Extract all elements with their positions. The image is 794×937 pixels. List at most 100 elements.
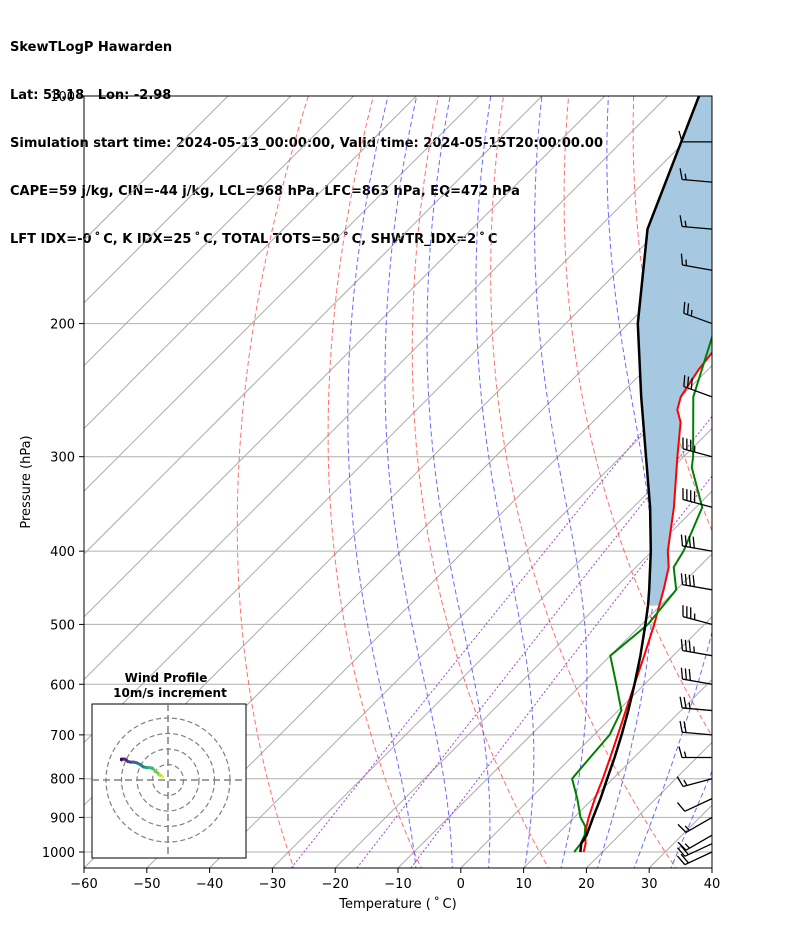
wind-barb-staff	[682, 225, 713, 230]
wind-barb-half-feather	[683, 751, 687, 758]
isotherm-line	[84, 96, 606, 618]
wind-barb	[678, 130, 712, 143]
title-cape-indices: CAPE=59 j/kg, CIN=-44 j/kg, LCL=968 hPa,…	[10, 184, 520, 199]
wind-barb-feather	[677, 841, 687, 851]
wind-barb-feather	[686, 303, 690, 315]
axes-layer: −60 −50 −40 −30 −20 −10 0 10 20 30 40 100 200 300 400 5…	[42, 90, 720, 892]
isotherm-line	[522, 678, 712, 868]
moist-adiabat	[670, 769, 712, 868]
wind-barb	[683, 301, 713, 325]
wind-barb-staff	[682, 678, 713, 685]
wind-barb	[680, 253, 713, 271]
y-axis-label: Pressure (hPa)	[19, 435, 34, 528]
wind-barb	[680, 534, 713, 552]
y-tick-label: 600	[50, 678, 75, 693]
hodograph-frame	[91, 703, 247, 859]
wind-barb	[676, 851, 713, 866]
wind-barb-feather	[683, 375, 686, 387]
wind-barb	[677, 834, 713, 851]
y-tick-label: 300	[50, 451, 75, 466]
wind-barb-feather	[680, 573, 684, 585]
isotherm-line	[460, 616, 712, 868]
wind-barb-feather	[678, 130, 683, 143]
wind-barb-feather	[676, 847, 686, 857]
wind-barb-feather	[690, 377, 693, 390]
wind-barb	[676, 843, 713, 857]
temperature-line	[582, 351, 712, 853]
wind-barb	[683, 375, 713, 398]
wind-barb	[678, 746, 712, 759]
wind-barb	[680, 573, 713, 591]
x-tick-label: 40	[704, 877, 721, 892]
wind-barb-feather	[676, 802, 686, 812]
wind-barb-feather	[676, 855, 686, 866]
wind-barb-feather	[677, 823, 687, 833]
wind-barb-feather	[680, 253, 684, 266]
wind-barb-feather	[688, 574, 691, 587]
x-tick-label: −20	[321, 877, 348, 892]
wind-barb	[676, 776, 713, 788]
wind-barb-half-feather	[684, 220, 687, 227]
wind-barb-half-feather	[684, 825, 690, 831]
moist-adiabat	[596, 96, 654, 868]
wind-barb-staff	[683, 312, 713, 325]
wind-barb-feather	[676, 776, 684, 787]
wind-barb-staff	[682, 178, 713, 183]
wind-barb-feather	[683, 696, 687, 709]
x-tick-label: −60	[70, 877, 97, 892]
wind-barb-half-feather	[683, 779, 688, 786]
wind-barb-feather	[680, 845, 689, 856]
wind-barb	[680, 667, 713, 685]
y-tick-label: 100	[50, 90, 75, 105]
wind-barb-feather	[679, 720, 683, 733]
x-tick-label: −30	[259, 877, 286, 892]
dry-adiabat	[563, 96, 712, 738]
y-tick-label: 200	[50, 318, 75, 333]
wind-barb-staff	[682, 264, 713, 271]
y-tick-label: 500	[50, 618, 75, 633]
wind-barb-staff	[682, 616, 713, 626]
wind-barb	[679, 696, 713, 712]
wind-barb	[677, 816, 713, 833]
moist-adiabat	[633, 96, 712, 868]
hodograph: Wind Profile 10m/s increment	[91, 671, 247, 859]
wind-barb-staff	[682, 778, 713, 788]
wind-barb	[682, 437, 713, 458]
wind-barb-staff	[684, 798, 713, 812]
moist-adiabat	[426, 96, 491, 868]
wind-barb-staff	[684, 851, 713, 866]
wind-barb-feather	[679, 168, 683, 180]
wind-barb	[680, 639, 713, 657]
dry-adiabat	[236, 96, 309, 868]
x-axis-label: Temperature ( ˚ C)	[338, 896, 456, 912]
wind-barb-feather	[684, 535, 688, 547]
wind-barb-half-feather	[690, 309, 693, 317]
wind-barb-staff	[682, 545, 713, 552]
profile-lines-layer	[571, 96, 712, 853]
wind-barb-feather	[692, 575, 695, 587]
isotherm-line	[208, 364, 712, 868]
isotherm-line	[84, 96, 355, 367]
isotherm-line	[84, 96, 543, 555]
dry-adiabat	[698, 96, 712, 241]
x-tick-label: 20	[578, 877, 595, 892]
wind-barb	[676, 798, 713, 812]
isotherm-line	[84, 96, 669, 681]
wind-barb-feather	[680, 853, 689, 864]
wind-barb-staff	[683, 385, 713, 398]
wind-barb-staff	[684, 843, 713, 857]
isotherm-line	[84, 96, 292, 304]
isotherm-line	[146, 302, 712, 868]
y-tick-label: 700	[50, 729, 75, 744]
moist-adiabat	[475, 96, 535, 868]
wind-barb-feather	[680, 639, 684, 651]
wind-barb-half-feather	[688, 702, 691, 709]
moist-adiabat	[534, 96, 588, 868]
isotherm-line	[271, 427, 712, 868]
wind-barb-feather	[688, 669, 691, 681]
wind-barb	[682, 605, 713, 626]
wind-barb-staff	[682, 707, 713, 712]
wind-barb	[679, 215, 713, 230]
y-tick-label: 900	[50, 811, 75, 826]
